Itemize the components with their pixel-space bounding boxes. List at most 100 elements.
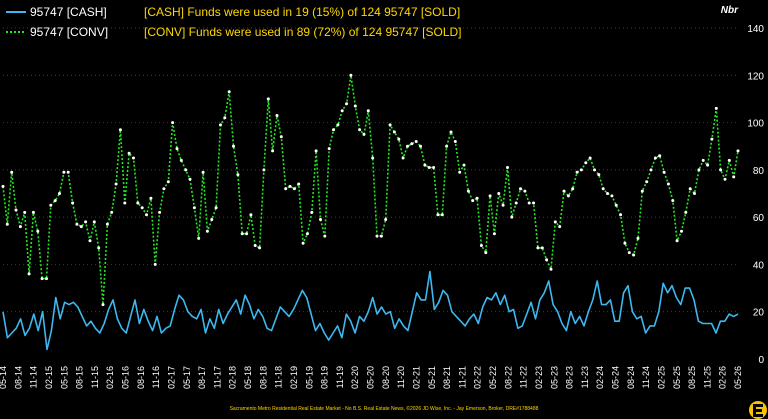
data-point-conv xyxy=(466,189,470,193)
x-tick-label: 08-19 xyxy=(320,366,330,389)
data-point-conv xyxy=(545,258,549,262)
data-point-conv xyxy=(519,187,522,191)
series-line-conv xyxy=(2,74,739,306)
x-tick-label: 11-20 xyxy=(396,366,406,388)
data-point-conv xyxy=(593,168,596,172)
data-point-conv xyxy=(153,262,157,266)
data-point-conv xyxy=(575,170,579,174)
data-point-conv xyxy=(579,168,583,172)
data-point-conv xyxy=(358,128,362,132)
x-tick-label: 02-23 xyxy=(534,366,544,389)
data-point-conv xyxy=(479,244,483,247)
data-point-conv xyxy=(532,201,536,205)
data-point-conv xyxy=(588,156,592,160)
x-tick-label: 02-18 xyxy=(228,366,238,389)
data-point-conv xyxy=(675,239,679,243)
data-point-conv xyxy=(88,239,92,243)
data-point-conv xyxy=(284,187,288,191)
data-point-conv xyxy=(345,102,349,106)
data-point-conv xyxy=(401,156,405,160)
data-point-conv xyxy=(606,192,609,195)
data-point-conv xyxy=(658,154,662,158)
data-point-conv xyxy=(179,158,183,162)
data-point-conv xyxy=(584,161,588,165)
data-point-conv xyxy=(693,192,696,195)
data-point-conv xyxy=(562,189,566,193)
annotation-cash: [CASH] Funds were used in 19 (15%) of 12… xyxy=(144,5,460,19)
x-tick-label: 02-16 xyxy=(105,366,115,389)
data-point-conv xyxy=(684,210,688,214)
legend: 95747 [CASH] 95747 [CONV] xyxy=(6,5,108,39)
data-point-conv xyxy=(432,166,436,169)
data-point-conv xyxy=(475,196,479,200)
data-point-conv xyxy=(92,220,96,224)
data-point-conv xyxy=(636,236,640,240)
x-tick-label: 02-19 xyxy=(289,366,299,389)
data-point-conv xyxy=(732,175,736,179)
data-point-conv xyxy=(66,170,70,174)
data-point-conv xyxy=(727,158,731,162)
data-point-conv xyxy=(227,90,231,94)
x-tick-label: 11-22 xyxy=(519,366,529,388)
x-tick-label: 05-15 xyxy=(59,366,69,389)
brand-logo-icon xyxy=(749,401,767,419)
x-tick-label: 05-14 xyxy=(0,366,8,389)
data-point-conv xyxy=(458,170,462,174)
x-tick-label: 02-25 xyxy=(656,366,666,389)
data-point-conv xyxy=(18,225,22,229)
data-point-conv xyxy=(527,201,531,205)
data-point-conv xyxy=(497,192,501,195)
gridlines xyxy=(3,27,738,313)
y-tick-label: 80 xyxy=(753,166,765,177)
data-point-conv xyxy=(175,147,179,151)
x-tick-label: 11-25 xyxy=(702,366,712,388)
data-point-conv xyxy=(445,144,449,148)
x-tick-label: 02-26 xyxy=(718,366,728,389)
data-point-conv xyxy=(310,210,314,214)
data-point-conv xyxy=(536,246,540,250)
data-point-conv xyxy=(423,163,427,167)
data-point-conv xyxy=(288,184,292,188)
data-point-conv xyxy=(406,144,409,148)
data-point-conv xyxy=(58,192,61,195)
data-point-conv xyxy=(31,210,35,214)
data-point-conv xyxy=(23,210,27,214)
x-axis-ticks: 05-14 08-14 11-14 02-15 05-15 08-15 11-15 02-16… xyxy=(0,366,743,389)
x-tick-label: 11-16 xyxy=(151,366,161,388)
data-point-conv xyxy=(710,137,714,141)
data-point-conv xyxy=(79,225,83,229)
x-tick-label: 08-14 xyxy=(13,366,23,389)
data-point-conv xyxy=(375,234,379,238)
data-point-conv xyxy=(314,149,318,153)
x-tick-label: 08-15 xyxy=(75,366,85,389)
data-point-conv xyxy=(279,135,283,139)
data-point-conv xyxy=(632,253,636,257)
x-tick-label: 05-19 xyxy=(304,366,314,389)
data-point-conv xyxy=(558,225,562,229)
data-point-conv xyxy=(27,272,31,276)
data-point-conv xyxy=(553,220,557,224)
data-point-conv xyxy=(427,166,431,169)
y-axis-ticks: 0 20 40 60 80 100 120 140 xyxy=(747,24,764,366)
data-point-conv xyxy=(40,277,44,281)
data-point-conv xyxy=(192,206,196,210)
data-point-conv xyxy=(10,170,14,174)
data-point-conv xyxy=(123,201,127,205)
x-tick-label: 08-22 xyxy=(503,366,513,389)
data-point-conv xyxy=(627,251,631,255)
x-tick-label: 08-23 xyxy=(565,366,575,389)
data-point-conv xyxy=(714,106,718,110)
x-tick-label: 05-18 xyxy=(243,366,253,389)
x-tick-label: 11-14 xyxy=(29,366,39,388)
y-tick-label: 20 xyxy=(753,308,765,319)
data-point-conv xyxy=(240,232,244,236)
data-point-conv xyxy=(158,210,162,214)
data-point-conv xyxy=(53,199,57,203)
data-point-conv xyxy=(384,218,388,221)
data-point-conv xyxy=(640,189,644,193)
x-tick-label: 11-17 xyxy=(212,366,222,388)
data-point-conv xyxy=(723,177,727,181)
data-point-conv xyxy=(258,246,262,250)
y-tick-label: 40 xyxy=(753,260,765,271)
